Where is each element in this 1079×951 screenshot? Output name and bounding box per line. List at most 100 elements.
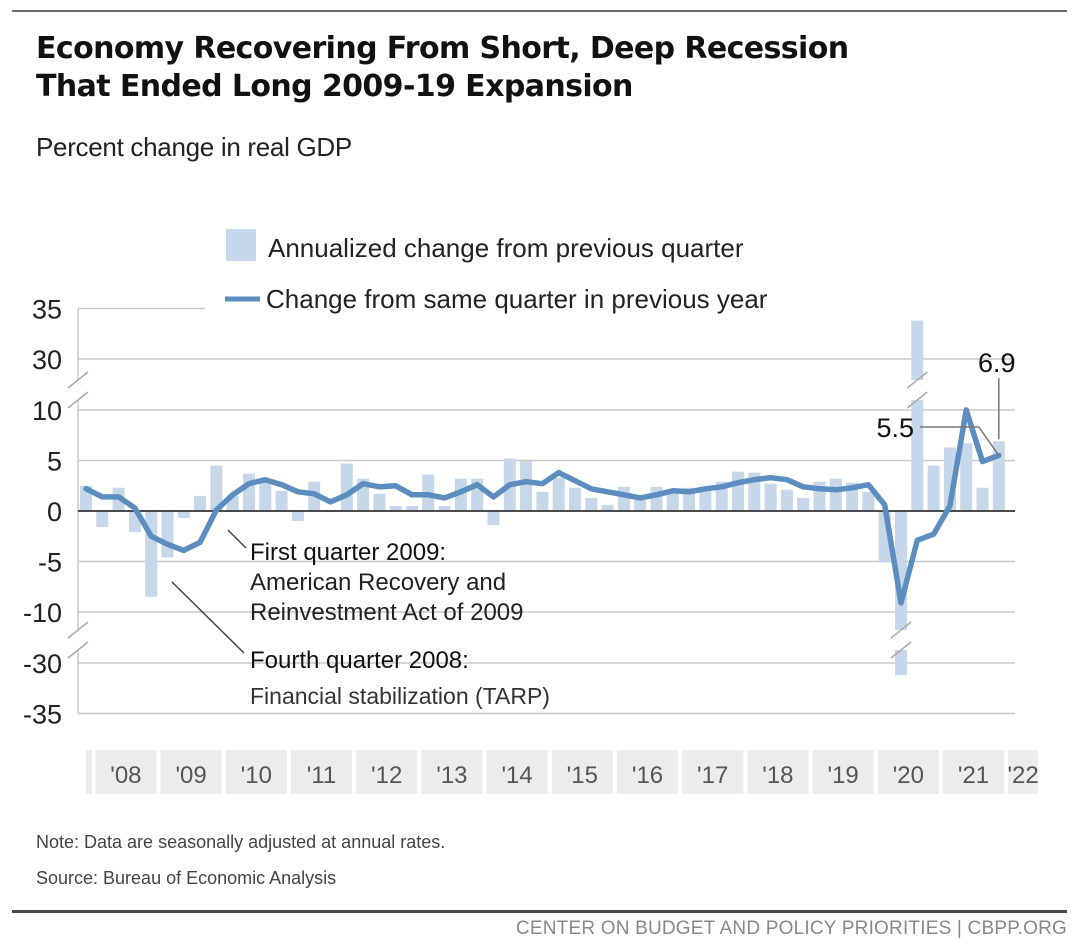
x-year-box xyxy=(747,750,809,794)
x-tick-label: '17 xyxy=(697,762,728,789)
x-year-box xyxy=(356,750,418,794)
annotation-leader-2009q1 xyxy=(227,529,247,549)
bar xyxy=(960,443,973,511)
x-year-box xyxy=(551,750,613,794)
legend: Annualized change from previous quarter … xyxy=(225,229,768,314)
x-tick-label: '11 xyxy=(307,762,337,789)
bar xyxy=(650,486,663,511)
x-tick-label: '21 xyxy=(958,762,989,789)
x-tick-label: '12 xyxy=(371,762,402,789)
bar xyxy=(666,490,679,511)
bar xyxy=(927,465,940,511)
top-rule xyxy=(12,10,1067,12)
y-tick-label: -35 xyxy=(23,700,62,730)
bar xyxy=(340,463,353,511)
x-year-box xyxy=(225,750,287,794)
y-tick-label: 30 xyxy=(32,345,62,375)
annotation-label-6-9: 6.9 xyxy=(978,348,1016,378)
legend-line-label: Change from same quarter in previous yea… xyxy=(266,284,768,314)
annotation-title-2009q1: First quarter 2009: xyxy=(250,539,446,566)
bar xyxy=(194,495,207,511)
x-tick-label: '09 xyxy=(175,762,206,789)
chart-source: Source: Bureau of Economic Analysis xyxy=(36,868,337,888)
y-axis-break-lower-slash xyxy=(67,621,89,639)
x-year-box xyxy=(1008,750,1039,794)
y-axis-break-upper-slash xyxy=(67,391,89,409)
bar xyxy=(552,477,565,511)
x-year-box xyxy=(486,750,548,794)
y-tick-label: -10 xyxy=(23,598,62,628)
bar xyxy=(601,504,614,511)
x-tick-label: '19 xyxy=(827,762,858,789)
annotation-text-2009q1: Reinvestment Act of 2009 xyxy=(250,599,524,626)
x-year-box-2007 xyxy=(86,750,92,794)
chart: Annualized change from previous quarter … xyxy=(23,229,1039,794)
bar xyxy=(732,471,744,511)
bar xyxy=(406,505,418,511)
y-tick-label: 5 xyxy=(47,447,62,477)
title-line-1: Economy Recovering From Short, Deep Rece… xyxy=(36,31,849,66)
bar xyxy=(454,478,467,511)
y-axis-tick-labels: 35 30 10 5 0 -5 -10 -30 -35 xyxy=(23,295,62,730)
bar-break-2020q2-gap xyxy=(891,630,911,650)
x-year-box xyxy=(812,750,874,794)
annotations: 6.9 5.5 First quarter 2009: American Recove… xyxy=(171,348,1016,709)
bar xyxy=(177,511,190,519)
bar xyxy=(259,480,272,511)
bar xyxy=(764,483,777,511)
x-axis-year-boxes: '08 '09 '10 '11 '12 '13 '14 '15 '16 '17 '18 '19 '20 '… xyxy=(86,750,1039,794)
annotation-title-2008q4: Fourth quarter 2008: xyxy=(250,647,469,674)
bar xyxy=(862,491,875,511)
bar xyxy=(617,486,630,511)
annotation-text-2008q4: Financial stabilization (TARP) xyxy=(250,683,550,709)
bar xyxy=(780,489,793,511)
y-axis-break-lower-slash xyxy=(67,641,89,659)
legend-bar-label: Annualized change from previous quarter xyxy=(268,233,744,263)
x-year-box xyxy=(160,750,222,794)
bar xyxy=(243,473,255,511)
annotation-label-5-5: 5.5 xyxy=(876,413,914,443)
legend-bar-swatch xyxy=(226,229,256,261)
bar-break-2020q3-slash xyxy=(906,371,928,389)
bottom-rule xyxy=(12,910,1067,913)
y-tick-label: 10 xyxy=(32,396,62,426)
chart-note: Note: Data are seasonally adjusted at an… xyxy=(36,832,446,852)
x-tick-label: '14 xyxy=(501,762,532,789)
y-axis-break-upper-slash xyxy=(67,371,89,389)
bar xyxy=(275,490,288,511)
bar xyxy=(992,441,1005,511)
x-tick-label: '08 xyxy=(110,762,141,789)
annotation-leader-5-5 xyxy=(920,426,1000,456)
bar xyxy=(438,505,451,511)
bar xyxy=(585,497,598,511)
bar xyxy=(291,511,304,522)
x-tick-label: '15 xyxy=(567,762,598,789)
x-tick-label: '22 xyxy=(1007,762,1038,789)
bar-break-2020q3-gap xyxy=(907,380,928,400)
annotation-text-2009q1: American Recovery and xyxy=(250,569,506,596)
bar xyxy=(911,320,924,511)
annotation-leader-2008q4 xyxy=(171,581,245,654)
x-tick-label: '10 xyxy=(241,762,272,789)
x-year-box xyxy=(942,750,1005,794)
y-axis-break-lower-gap xyxy=(68,630,88,650)
bar-break-2020q3-slash xyxy=(906,391,928,409)
y-tick-label: 35 xyxy=(32,295,62,325)
x-tick-label: '20 xyxy=(893,762,924,789)
y-axis-break-upper-gap xyxy=(68,380,88,400)
bar xyxy=(487,511,500,526)
bar xyxy=(699,488,712,511)
title-line-2: That Ended Long 2009-19 Expansion xyxy=(36,69,633,104)
bar-series xyxy=(80,320,1005,676)
x-year-box xyxy=(421,750,483,794)
x-tick-label: '13 xyxy=(436,762,467,789)
bar xyxy=(829,478,842,511)
y-tick-label: 0 xyxy=(47,497,62,527)
line-series xyxy=(83,407,1002,606)
x-year-box xyxy=(290,750,353,794)
chart-subtitle: Percent change in real GDP xyxy=(36,132,352,162)
bar xyxy=(536,491,549,511)
axis-breaks xyxy=(67,371,928,659)
bar xyxy=(389,505,402,511)
bar xyxy=(210,465,223,511)
